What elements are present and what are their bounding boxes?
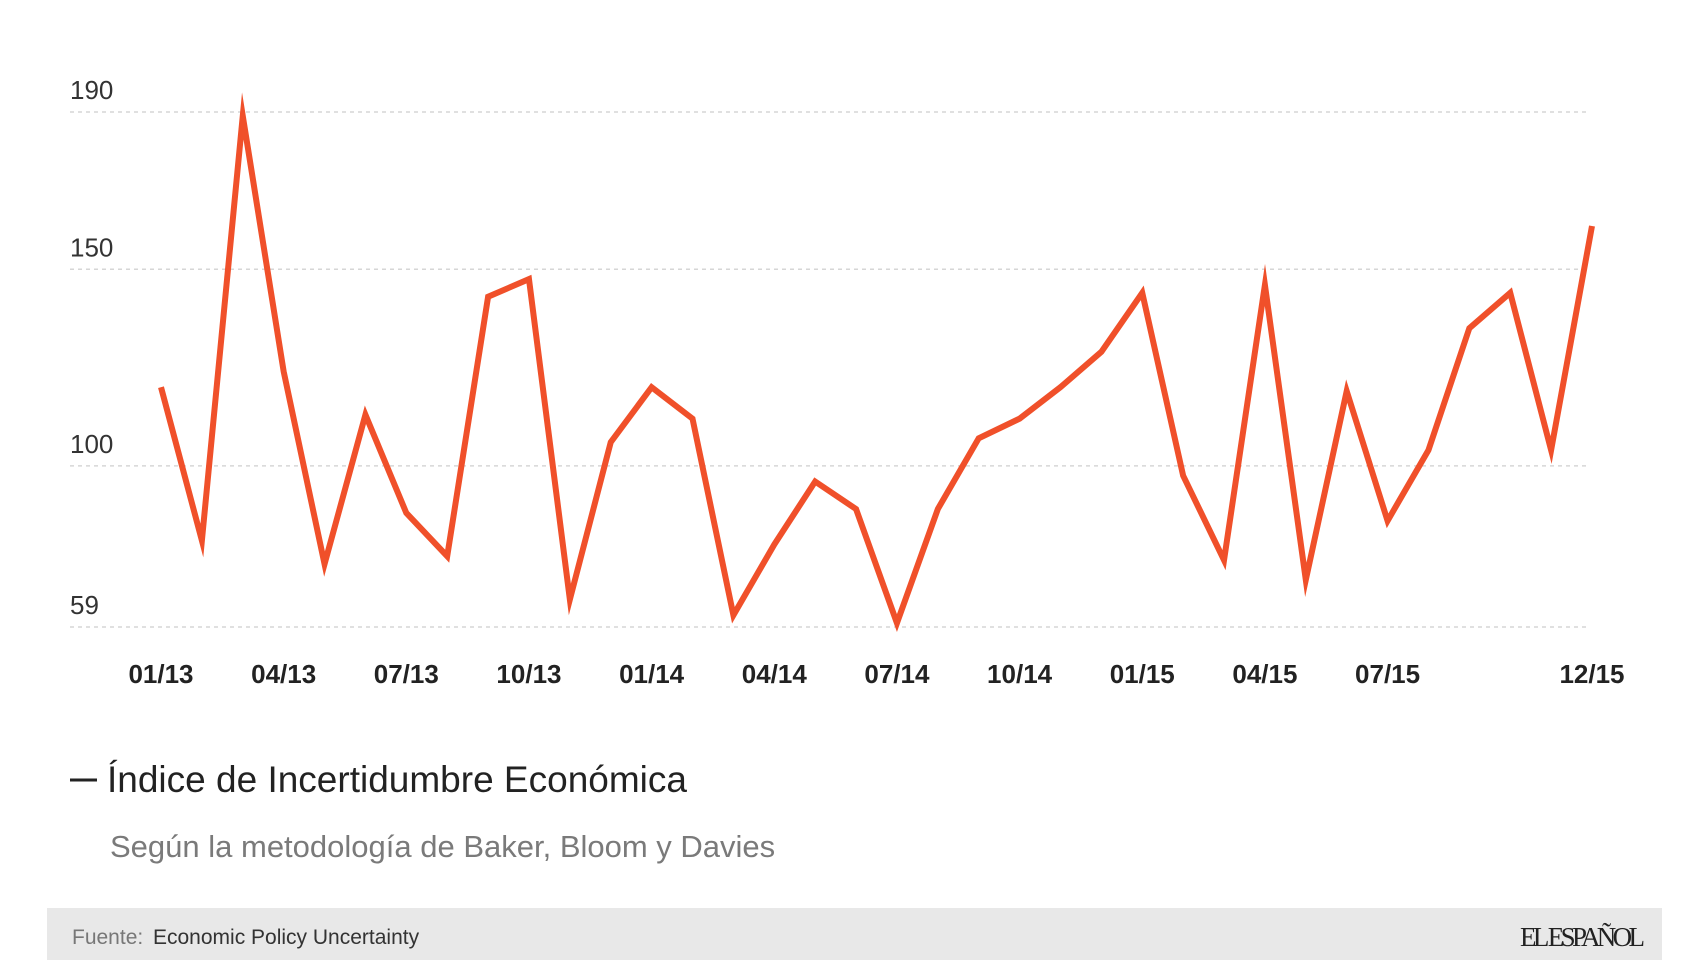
y-tick-label: 190 xyxy=(70,75,113,105)
data-line xyxy=(158,92,1595,632)
x-tick-label: 10/14 xyxy=(987,659,1053,689)
x-tick-label: 12/15 xyxy=(1559,659,1624,689)
x-tick-label: 07/14 xyxy=(864,659,930,689)
x-tick-label: 01/15 xyxy=(1110,659,1175,689)
x-tick-label: 04/14 xyxy=(742,659,808,689)
source-label: Fuente: xyxy=(72,926,143,949)
y-tick-label: 59 xyxy=(70,590,99,620)
legend-label: Índice de Incertidumbre Económica xyxy=(107,759,687,800)
x-tick-label: 04/13 xyxy=(251,659,316,689)
footer-bar xyxy=(47,908,1662,960)
subtitle: Según la metodología de Baker, Bloom y D… xyxy=(110,829,775,864)
x-tick-label: 10/13 xyxy=(496,659,561,689)
x-tick-label: 07/13 xyxy=(374,659,439,689)
x-tick-label: 04/15 xyxy=(1232,659,1297,689)
x-tick-label: 01/13 xyxy=(128,659,193,689)
x-tick-label: 01/14 xyxy=(619,659,685,689)
source: Economic Policy Uncertainty xyxy=(153,926,420,949)
y-tick-label: 150 xyxy=(70,232,113,262)
x-tick-label: 07/15 xyxy=(1355,659,1420,689)
logo: EL ESPAÑOL xyxy=(1520,922,1645,952)
y-tick-label: 100 xyxy=(70,429,113,459)
